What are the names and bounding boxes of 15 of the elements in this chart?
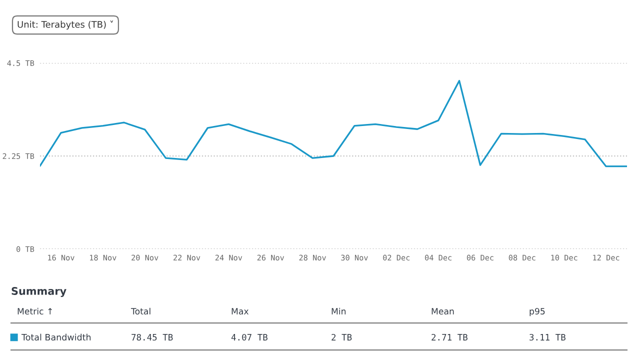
- text: 78.45 TB: [132, 334, 173, 341]
- text: Unit: Terabytes (TB) ˅: [18, 20, 114, 30]
- text: Metric ↑: [18, 308, 52, 314]
- text: Summary: [12, 287, 66, 298]
- text: Total: [130, 308, 150, 314]
- text: Mean: [432, 308, 454, 314]
- line-series: [40, 80, 627, 168]
- text: Max: [232, 308, 249, 314]
- text: 2.71 TB: [432, 334, 468, 340]
- legend-label: Total Bandwidth: [21, 334, 91, 341]
- text: 4.07 TB: [231, 334, 268, 341]
- text: Min: [332, 308, 346, 314]
- text: 2 TB: [332, 334, 352, 340]
- text: p95: [530, 308, 545, 316]
- text: 3.11 TB: [530, 334, 566, 341]
